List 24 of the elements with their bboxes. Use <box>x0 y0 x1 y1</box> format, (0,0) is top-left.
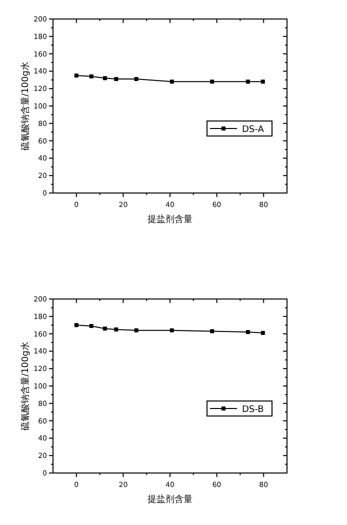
x-axis-title: 提盐剂含量 <box>148 214 192 225</box>
legend-label: DS-A <box>242 125 265 135</box>
point <box>134 77 138 82</box>
point <box>89 324 94 328</box>
point <box>102 76 107 80</box>
point <box>114 77 118 82</box>
point <box>114 327 118 332</box>
point <box>260 330 265 335</box>
point <box>260 80 265 84</box>
point <box>170 328 174 332</box>
point <box>246 330 250 334</box>
point <box>89 74 94 78</box>
x-axis-title: 提盐剂含量 <box>148 494 192 505</box>
legend-label: DS-B <box>242 405 264 415</box>
point <box>134 328 138 332</box>
point <box>246 80 250 84</box>
y-axis-title: 硫氰酸钠含量/100g水 <box>20 342 31 430</box>
point <box>170 80 174 84</box>
point <box>74 74 78 78</box>
point <box>74 323 78 328</box>
point <box>102 326 107 331</box>
y-axis-title: 硫氰酸钠含量/100g水 <box>20 62 31 150</box>
point <box>210 80 214 84</box>
point <box>210 329 214 334</box>
